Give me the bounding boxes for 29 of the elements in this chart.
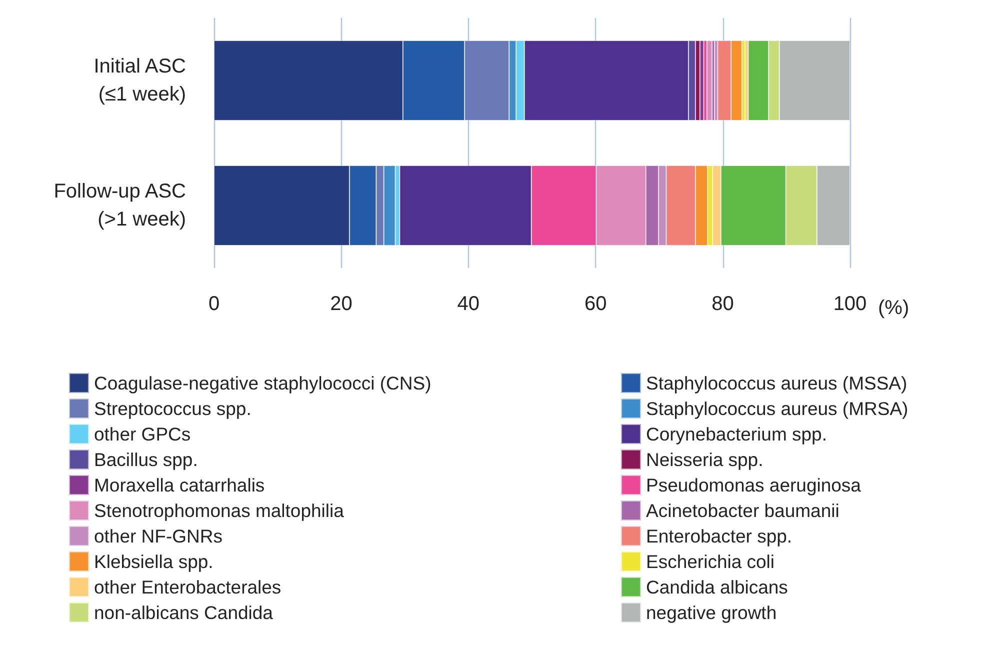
legend-label: Neisseria spp.: [646, 449, 764, 470]
legend-label: Streptococcus spp.: [94, 398, 252, 419]
legend-label: Staphylococcus aureus (MSSA): [646, 372, 908, 394]
y-tick-label: Follow-up ASC (>1 week): [54, 180, 186, 230]
y-tick-label: Initial ASC (≤1 week): [94, 56, 186, 106]
x-tick-label: 80: [712, 293, 734, 315]
legend-label: Staphylococcus aureus (MRSA): [646, 398, 908, 419]
legend-label: negative growth: [646, 602, 777, 623]
legend-label: Stenotrophomonas maltophilia: [94, 500, 345, 521]
legend-label: Escherichia coli: [646, 551, 775, 572]
legend-label: other Enterobacterales: [94, 576, 282, 598]
legend-label: other GPCs: [94, 424, 191, 444]
x-tick-label: 60: [584, 293, 607, 315]
legend-label: Moraxella catarrhalis: [94, 474, 265, 496]
x-tick-label: 0: [208, 293, 220, 315]
legend-label: Coagulase-negative staphylococci (CNS): [94, 372, 432, 394]
legend-label: Enterobacter spp.: [646, 526, 792, 546]
legend-label: other NF-GNRs: [94, 526, 222, 546]
legend-label: Bacillus spp.: [94, 449, 198, 470]
x-tick-label: 40: [457, 293, 480, 315]
legend-label: Pseudomonas aeruginosa: [646, 474, 862, 496]
legend-label: Klebsiella spp.: [94, 551, 214, 572]
legend-label: Candida albicans: [646, 576, 788, 598]
x-tick-label: 100: [833, 293, 867, 315]
x-tick-label: 20: [330, 293, 352, 315]
x-axis-title: (%): [878, 297, 910, 319]
legend-label: Corynebacterium spp.: [646, 424, 827, 444]
legend-label: non-albicans Candida: [94, 602, 274, 623]
legend-label: Acinetobacter baumanii: [646, 500, 840, 521]
